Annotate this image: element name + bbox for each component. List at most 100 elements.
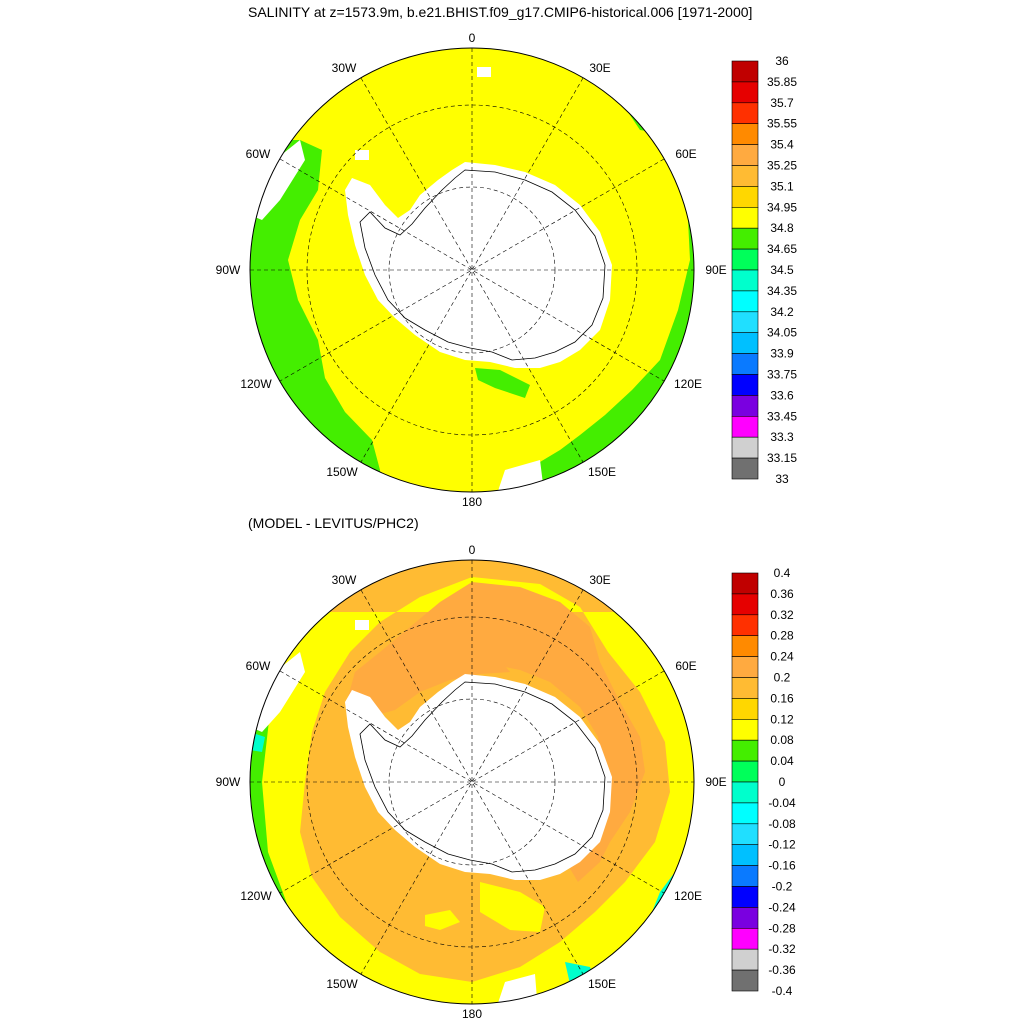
- colorbar: 36 35.85 35.7 35.55 35.4 35.25 35.1 34.95 34.8 34…: [731, 54, 797, 486]
- colorbar-swatch: [731, 593, 759, 616]
- lon-label-0: 0: [469, 543, 476, 557]
- main-title: SALINITY at z=1573.9m, b.e21.BHIST.f09_g…: [248, 4, 753, 20]
- lon-label-150e: 150E: [588, 465, 616, 479]
- colorbar-label: 35.55: [767, 117, 797, 131]
- colorbar-label: 0: [779, 775, 786, 789]
- lon-label-90e: 90E: [705, 263, 726, 277]
- colorbar-label: 34.2: [770, 305, 794, 319]
- colorbar-swatch: [731, 677, 759, 699]
- field-patch-mid: [425, 910, 460, 930]
- colorbar-swatch: [731, 572, 759, 595]
- colorbar-label: 35.85: [767, 75, 797, 89]
- colorbar-label: -0.28: [768, 921, 796, 935]
- colorbar-swatch: [731, 144, 759, 166]
- colorbar-swatch: [731, 311, 759, 333]
- colorbar-label: 35.25: [767, 159, 797, 173]
- colorbar-swatch: [731, 290, 759, 313]
- lon-label-150e: 150E: [588, 977, 616, 991]
- colorbar-swatch: [731, 969, 759, 992]
- colorbar-swatch: [731, 436, 759, 459]
- colorbar-swatch: [731, 781, 759, 804]
- colorbar-swatch: [731, 865, 759, 887]
- colorbar-swatch: [731, 248, 759, 271]
- colorbar-swatch: [731, 760, 759, 783]
- colorbar-label: 33.15: [767, 451, 797, 465]
- colorbar-label: 0.08: [770, 733, 794, 747]
- colorbar-label: -0.16: [768, 859, 796, 873]
- lon-label-150w: 150W: [326, 977, 358, 991]
- colorbar-label: 33.75: [767, 368, 797, 382]
- colorbar-label: -0.04: [768, 796, 796, 810]
- land-patch-w: [250, 652, 305, 732]
- colorbar-swatch: [731, 123, 759, 145]
- colorbar-label: -0.32: [768, 942, 796, 956]
- lon-label-60w: 60W: [246, 147, 271, 161]
- colorbar-label: 33.3: [770, 430, 794, 444]
- land-patch-w: [250, 140, 305, 220]
- colorbar-label: 0.24: [770, 650, 794, 664]
- lon-label-90w: 90W: [216, 263, 241, 277]
- lon-label-60e: 60E: [675, 659, 696, 673]
- graticule: [250, 48, 694, 492]
- colorbar-label: 35.4: [770, 138, 794, 152]
- colorbar-swatch: [731, 374, 759, 396]
- colorbar-swatch: [731, 614, 759, 637]
- colorbar-label: 33.45: [767, 409, 797, 423]
- lon-label-60w: 60W: [246, 659, 271, 673]
- lon-label-30w: 30W: [332, 573, 357, 587]
- field-patch-ross: [475, 368, 530, 398]
- antarctica-coast: [359, 681, 606, 873]
- lon-label-180: 180: [462, 495, 482, 509]
- colorbar-swatch: [731, 186, 759, 208]
- lon-label-150w: 150W: [326, 465, 358, 479]
- colorbar-label: 35.1: [770, 179, 794, 193]
- colorbar-swatch: [731, 395, 759, 417]
- colorbar-swatch: [731, 60, 759, 83]
- lon-label-30w: 30W: [332, 61, 357, 75]
- colorbar-label: -0.12: [768, 838, 796, 852]
- colorbar-swatch: [731, 415, 759, 438]
- colorbar-label: 35.7: [770, 96, 794, 110]
- colorbar-label: 34.35: [767, 284, 797, 298]
- lon-label-120e: 120E: [674, 889, 702, 903]
- colorbar-label: 0.28: [770, 629, 794, 643]
- lon-label-90e: 90E: [705, 775, 726, 789]
- lon-label-30e: 30E: [589, 573, 610, 587]
- colorbar-swatch: [731, 886, 759, 908]
- colorbar-swatch: [731, 907, 759, 929]
- colorbar-swatch: [731, 802, 759, 825]
- colorbar-label: 0.2: [774, 671, 791, 685]
- colorbar-swatch: [731, 102, 759, 125]
- lon-label-120e: 120E: [674, 377, 702, 391]
- colorbar-swatch: [731, 948, 759, 971]
- longitude-labels: 0 30E 60E 90E 120E 150E 180 150W 120W 90…: [216, 543, 727, 1021]
- lon-label-180: 180: [462, 1007, 482, 1021]
- colorbar-swatch: [731, 927, 759, 950]
- colorbar-swatch: [731, 698, 759, 720]
- colorbar-swatch: [731, 227, 759, 250]
- antarctica-land: [345, 162, 612, 368]
- colorbar-label: 34.05: [767, 326, 797, 340]
- colorbar-label: 0.12: [770, 712, 794, 726]
- colorbar-label: 0.04: [770, 754, 794, 768]
- difference-map-panel: 0 30E 60E 90E 120E 150E 180 150W 120W 90…: [216, 543, 796, 1021]
- lon-label-30e: 30E: [589, 61, 610, 75]
- antarctica-land: [345, 674, 612, 880]
- graticule: [250, 560, 694, 1004]
- lon-label-0: 0: [469, 31, 476, 45]
- colorbar-swatch: [731, 353, 759, 375]
- colorbar-swatch: [731, 457, 759, 480]
- field-patch-ross: [480, 882, 545, 932]
- colorbar-swatch: [731, 332, 759, 354]
- colorbar-swatch: [731, 269, 759, 292]
- colorbar-swatch: [731, 635, 759, 657]
- lon-label-120w: 120W: [240, 377, 272, 391]
- colorbar-label: 0.36: [770, 587, 794, 601]
- colorbar-label: 34.95: [767, 200, 797, 214]
- colorbar-label: 34.65: [767, 242, 797, 256]
- salinity-map-panel: 0 30E 60E 90E 120E 150E 180 150W 120W 90…: [216, 31, 798, 509]
- colorbar-label: 33: [775, 472, 789, 486]
- colorbar-swatch: [731, 719, 759, 741]
- land-patch-e: [690, 170, 694, 240]
- colorbar-label: 34.5: [770, 263, 794, 277]
